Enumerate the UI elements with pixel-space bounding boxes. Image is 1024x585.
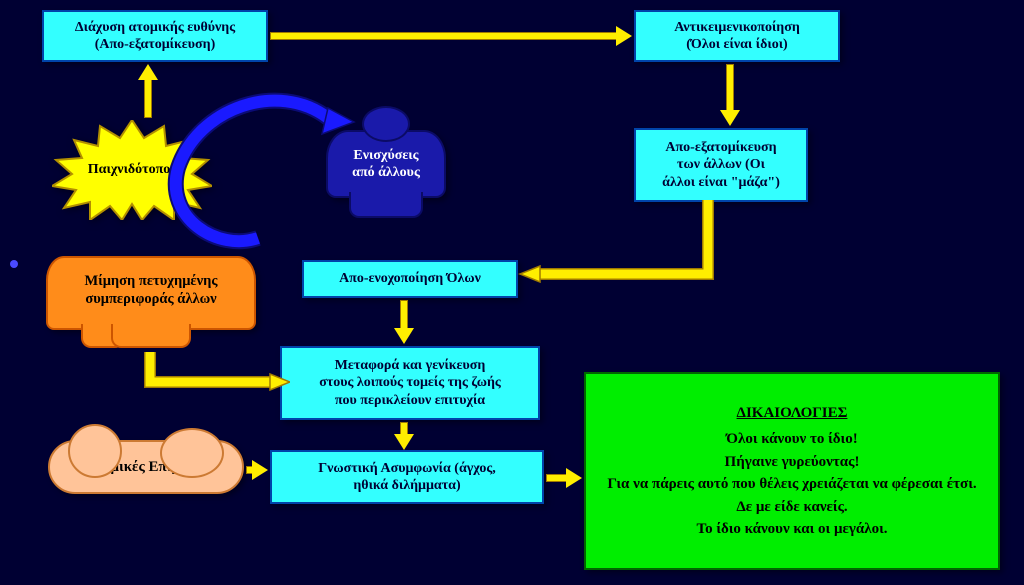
result-line-5: Το ίδιο κάνουν και οι μεγάλοι. [696,518,887,541]
result-line-2: Πήγαινε γυρεύοντας! [725,451,860,474]
mimesis-label: Μίμηση πετυχημένηςσυμπεριφοράς άλλων [85,272,218,308]
arrow-mimesis-to-generalization [140,352,290,405]
arrow-playground-to-diffusion [140,64,156,118]
result-line-1: Όλοι κάνουν το ίδιο! [726,428,857,451]
flowchart-canvas: Διάχυση ατομικής ευθύνης(Απο-εξατομίκευσ… [0,0,1024,585]
curved-arrow-reinforcement-to-playground [158,88,358,273]
node-dissonance: Γνωστική Ασυμφωνία (άγχος,ηθικά διλήμματ… [270,450,544,504]
arrow-deindividuation-to-deculpation [518,200,718,291]
node-diffusion: Διάχυση ατομικής ευθύνης(Απο-εξατομίκευσ… [42,10,268,62]
result-box: ΔΙΚΑΙΟΛΟΓΙΕΣ Όλοι κάνουν το ίδιο! Πήγαιν… [584,372,1000,570]
node-generalization: Μεταφορά και γενίκευσηστους λοιπούς τομε… [280,346,540,420]
node-deindividuation: Απο-εξατομίκευσητων άλλων (Οιάλλοι είναι… [634,128,808,202]
result-title: ΔΙΚΑΙΟΛΟΓΙΕΣ [737,402,848,425]
bullet-dot [10,260,18,268]
node-objectification: Αντικειμενικοποίηση(Όλοι είναι ίδιοι) [634,10,840,62]
result-line-3: Για να πάρεις αυτό που θέλεις χρειάζεται… [607,473,976,496]
reinforcement-label: Ενισχύσειςαπό άλλους [352,147,420,182]
result-line-4: Δε με είδε κανείς. [736,496,847,519]
influences-label: Θεσμικές Επιρροές [84,459,207,476]
node-influences: Θεσμικές Επιρροές [48,440,244,494]
arrow-objectification-to-deindividuation [722,64,738,126]
arrow-influences-to-dissonance [246,462,268,478]
arrow-deculpation-to-generalization [396,300,412,344]
arrow-generalization-to-dissonance [396,422,412,450]
arrow-diffusion-to-objectification [270,28,632,44]
arrow-dissonance-to-result [546,470,582,486]
